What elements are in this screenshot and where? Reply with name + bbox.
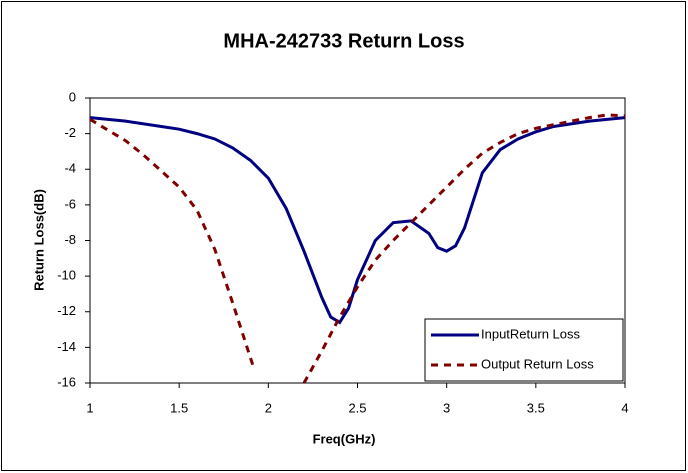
y-tick-label: -16 xyxy=(57,374,76,389)
y-tick-label: -14 xyxy=(57,339,76,354)
y-tick-label: -8 xyxy=(64,232,76,247)
x-tick-label: 3.5 xyxy=(527,400,545,415)
chart-title: MHA-242733 Return Loss xyxy=(223,30,464,52)
legend-label: InputReturn Loss xyxy=(481,326,581,341)
y-tick-label: -2 xyxy=(64,125,76,140)
y-tick-label: -4 xyxy=(64,161,76,176)
series-line xyxy=(90,113,625,383)
x-tick-label: 2 xyxy=(265,400,272,415)
x-tick-label: 1.5 xyxy=(170,400,188,415)
x-tick-label: 2.5 xyxy=(348,400,366,415)
y-tick-label: -12 xyxy=(57,303,76,318)
y-axis-label: Return Loss(dB) xyxy=(31,189,46,291)
x-axis-label: Freq(GHz) xyxy=(313,431,376,446)
y-tick-label: 0 xyxy=(69,89,76,104)
x-tick-label: 4 xyxy=(621,400,628,415)
y-tick-label: -10 xyxy=(57,268,76,283)
x-tick-label: 3 xyxy=(443,400,450,415)
y-tick-label: -6 xyxy=(64,196,76,211)
legend-box xyxy=(424,318,624,382)
legend-label: Output Return Loss xyxy=(481,356,594,371)
x-tick-label: 1 xyxy=(86,400,93,415)
series-line xyxy=(90,116,625,325)
